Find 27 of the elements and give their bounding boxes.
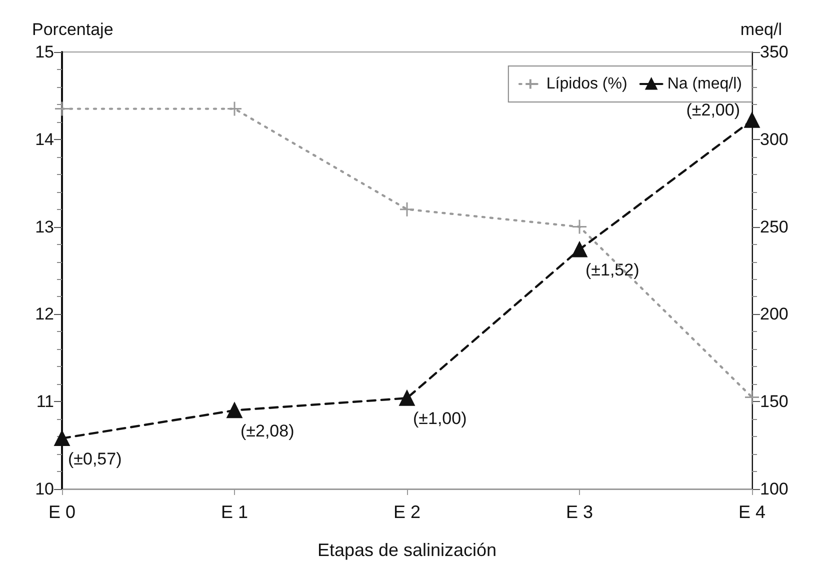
y-tick-label: 13 — [35, 217, 54, 236]
y2-tick-label: 300 — [760, 130, 788, 149]
x-tick-label: E 1 — [220, 502, 248, 522]
y2-tick-label: 100 — [760, 480, 788, 498]
y-axis-title: Porcentaje — [32, 20, 114, 39]
annotation: (±2,00) — [686, 100, 740, 120]
y2-tick-label: 200 — [760, 304, 788, 324]
annotation: (±1,52) — [586, 260, 640, 280]
annotation: (±0,57) — [68, 449, 122, 468]
annotation: (±1,00) — [413, 409, 467, 428]
annotation: (±2,08) — [240, 421, 294, 440]
x-tick-label: E 3 — [566, 502, 594, 522]
y2-tick-label: 350 — [760, 42, 788, 62]
y2-tick-label: 150 — [760, 392, 788, 412]
y-tick-label: 10 — [35, 480, 54, 498]
x-tick-label: E 2 — [393, 502, 421, 522]
x-tick-label: E 4 — [738, 502, 766, 522]
legend-label: Na (meq/l) — [667, 76, 742, 92]
y2-tick-label: 250 — [760, 217, 788, 236]
y-tick-label: 12 — [35, 304, 54, 324]
y2-axis-title: meq/l — [740, 20, 782, 39]
x-axis-title: Etapas de salinización — [317, 540, 497, 560]
x-tick-label: E 0 — [48, 502, 76, 522]
legend-label: Lípidos (%) — [546, 76, 628, 92]
y-tick-label: 15 — [35, 42, 54, 62]
y-tick-label: 14 — [35, 130, 54, 149]
y-tick-label: 11 — [36, 392, 54, 412]
